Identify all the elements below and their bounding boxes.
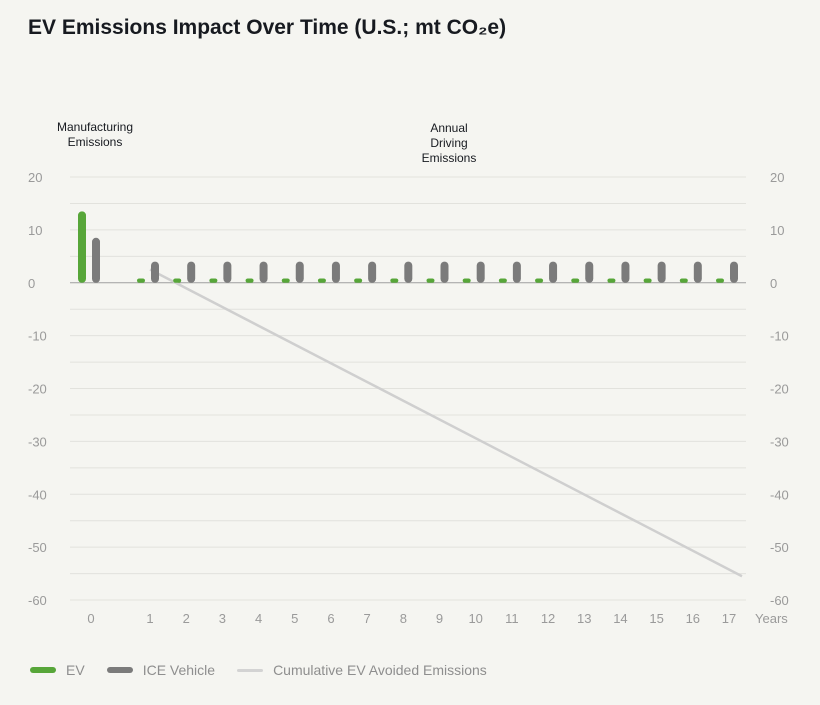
ev-bar xyxy=(390,278,399,283)
x-tick-label: 11 xyxy=(505,611,519,626)
ice-bar xyxy=(476,261,485,283)
ice-bar xyxy=(693,261,702,283)
ev-bar xyxy=(571,278,580,283)
ice-bar xyxy=(621,261,630,283)
legend-swatch-ice xyxy=(106,667,133,673)
x-tick-label: 14 xyxy=(613,611,627,626)
ev-bar xyxy=(498,278,507,283)
annotation-manufacturing: Manufacturing xyxy=(57,120,133,134)
x-tick-label: 10 xyxy=(468,611,482,626)
ev-bar xyxy=(535,278,544,283)
ev-bar xyxy=(173,278,182,283)
y-tick-label-left: -30 xyxy=(28,434,47,449)
legend-swatch-cumulative xyxy=(237,668,264,672)
ev-bar xyxy=(462,278,471,283)
y-tick-label-right: 0 xyxy=(770,276,777,291)
ev-bar xyxy=(354,278,363,283)
y-tick-label-left: -40 xyxy=(28,487,47,502)
y-tick-label-left: -50 xyxy=(28,540,47,555)
x-tick-label: 8 xyxy=(400,611,407,626)
ice-bar xyxy=(657,261,666,283)
annotation-annual-driving: Annual xyxy=(430,121,467,135)
legend-item-ev: EV xyxy=(30,662,85,678)
y-tick-label-right: -60 xyxy=(770,593,789,608)
x-tick-label: 17 xyxy=(722,611,736,626)
y-tick-label-right: -10 xyxy=(770,329,789,344)
ice-bar xyxy=(223,261,232,283)
ev-bar xyxy=(643,278,652,283)
x-tick-label: 5 xyxy=(291,611,298,626)
ice-bar xyxy=(151,261,159,283)
x-tick-label: 13 xyxy=(577,611,591,626)
ice-bar xyxy=(404,261,413,283)
annotation-annual-driving: Emissions xyxy=(422,151,477,165)
x-tick-label: 9 xyxy=(436,611,443,626)
x-tick-label: 6 xyxy=(327,611,334,626)
y-tick-label-left: 10 xyxy=(28,223,42,238)
ev-bar xyxy=(245,278,254,283)
x-tick-label: 16 xyxy=(686,611,700,626)
y-tick-label-right: -40 xyxy=(770,487,789,502)
legend-swatch-ev xyxy=(30,667,56,673)
ice-bar xyxy=(331,261,340,283)
ev-bar xyxy=(716,278,724,283)
y-tick-label-left: -60 xyxy=(28,593,47,608)
x-tick-label: 1 xyxy=(146,611,153,626)
ice-bar xyxy=(368,261,377,283)
chart-title: EV Emissions Impact Over Time (U.S.; mt … xyxy=(28,16,507,39)
ev-bar xyxy=(78,211,86,283)
y-tick-label-right: 20 xyxy=(770,170,784,185)
y-tick-label-left: 20 xyxy=(28,170,42,185)
x-tick-label: 4 xyxy=(255,611,262,626)
ice-bar xyxy=(92,237,100,283)
x-tick-label: 2 xyxy=(183,611,190,626)
ev-bar xyxy=(679,278,688,283)
ice-bar xyxy=(295,261,304,283)
ice-bar xyxy=(259,261,268,283)
legend-item-ice: ICE Vehicle xyxy=(106,662,216,678)
x-tick-label: 12 xyxy=(541,611,555,626)
ice-bar xyxy=(440,261,449,283)
y-tick-label-right: -20 xyxy=(770,382,789,397)
ev-bar xyxy=(317,278,326,283)
ice-bar xyxy=(549,261,558,283)
legend-label-cumulative: Cumulative EV Avoided Emissions xyxy=(273,662,487,678)
y-tick-label-right: -50 xyxy=(770,540,789,555)
legend-item-cumulative: Cumulative EV Avoided Emissions xyxy=(237,662,487,678)
ice-bar xyxy=(512,261,521,283)
annotation-manufacturing: Emissions xyxy=(68,135,123,149)
legend: EV ICE Vehicle Cumulative EV Avoided Emi… xyxy=(30,662,487,678)
ice-bar xyxy=(585,261,594,283)
y-tick-label-right: 10 xyxy=(770,223,784,238)
ev-bar xyxy=(209,278,218,283)
x-tick-label: 0 xyxy=(87,611,94,626)
ev-bar xyxy=(281,278,290,283)
y-tick-label-left: 0 xyxy=(28,276,35,291)
legend-label-ev: EV xyxy=(66,662,85,678)
ice-bar xyxy=(730,261,738,283)
x-axis-label: Years xyxy=(755,611,788,626)
ev-bar xyxy=(137,278,145,283)
ice-bar xyxy=(187,261,196,283)
x-tick-label: 15 xyxy=(649,611,663,626)
y-tick-label-left: -10 xyxy=(28,329,47,344)
annotation-annual-driving: Driving xyxy=(430,136,467,150)
y-tick-label-right: -30 xyxy=(770,434,789,449)
ev-bar xyxy=(607,278,616,283)
x-tick-label: 3 xyxy=(219,611,226,626)
ev-bar xyxy=(426,278,435,283)
cumulative-line xyxy=(149,268,743,578)
legend-label-ice: ICE Vehicle xyxy=(142,662,216,678)
y-tick-label-left: -20 xyxy=(28,382,47,397)
x-tick-label: 7 xyxy=(364,611,371,626)
